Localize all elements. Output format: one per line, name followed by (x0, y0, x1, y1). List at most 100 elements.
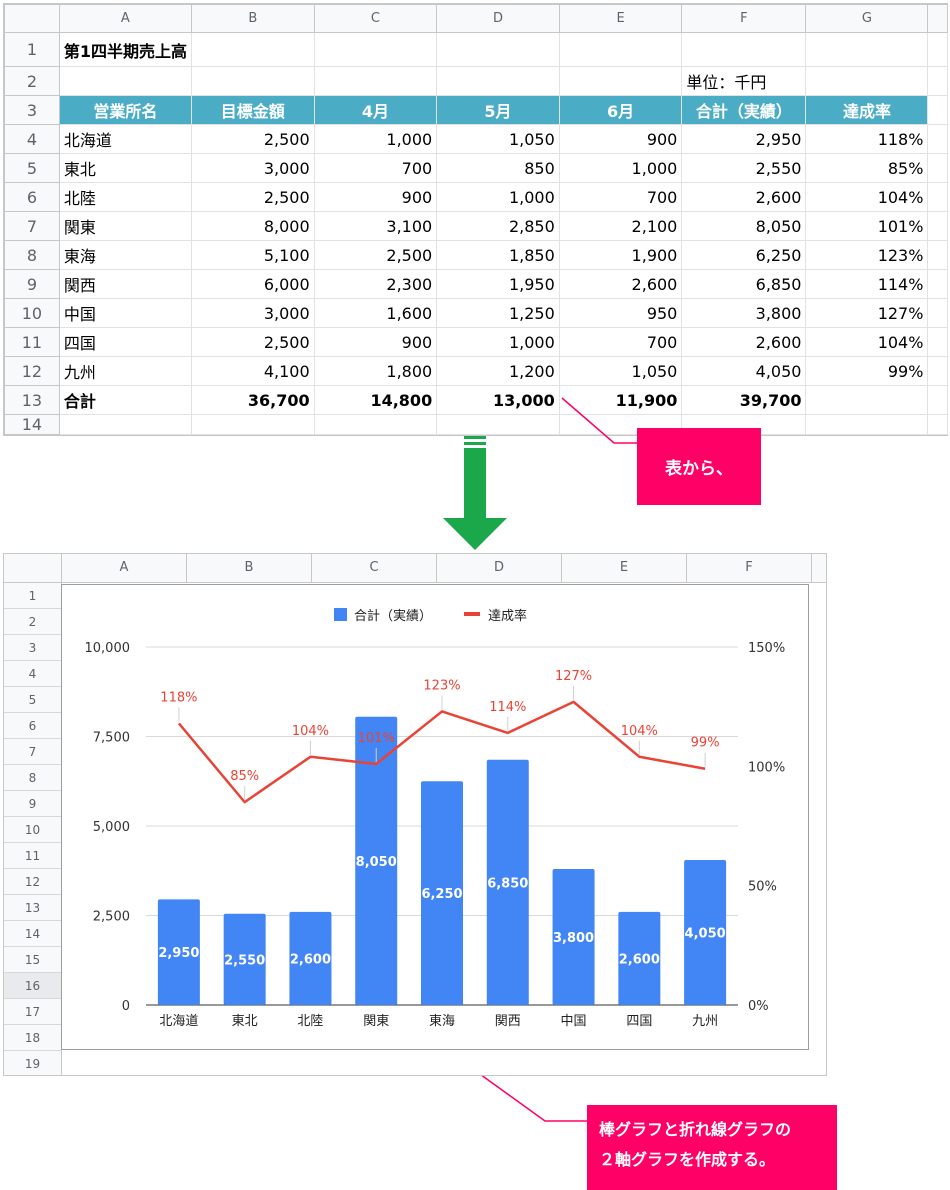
cell-A8[interactable]: 東海 (58, 240, 192, 270)
column-header-E[interactable]: E (558, 4, 683, 33)
cell-B12[interactable]: 4,100 (190, 356, 315, 386)
cell-A7[interactable]: 関東 (58, 211, 192, 241)
cell-G14[interactable] (805, 414, 929, 435)
cell-E3[interactable]: 6月 (558, 95, 683, 125)
cell-G9[interactable]: 114% (805, 269, 929, 299)
cell-extra[interactable] (927, 269, 948, 299)
cell-C9[interactable]: 2,300 (313, 269, 438, 299)
cell-F12[interactable]: 4,050 (681, 356, 807, 386)
cell-F9[interactable]: 6,850 (681, 269, 807, 299)
row-header-1[interactable]: 1 (4, 32, 60, 67)
cell-E12[interactable]: 1,050 (558, 356, 683, 386)
cell-C8[interactable]: 2,500 (313, 240, 438, 270)
cell-A10[interactable]: 中国 (58, 298, 192, 328)
row-header-2[interactable]: 2 (4, 609, 62, 635)
row-header-3[interactable]: 3 (4, 635, 62, 661)
cell-D7[interactable]: 2,850 (436, 211, 560, 241)
column-header-A[interactable]: A (58, 4, 192, 33)
cell-E13[interactable]: 11,900 (558, 385, 683, 415)
cell-D11[interactable]: 1,000 (436, 327, 560, 357)
column-header-D[interactable]: D (436, 4, 560, 33)
cell-C1[interactable] (313, 32, 438, 67)
cell-B8[interactable]: 5,100 (190, 240, 315, 270)
cell-C4[interactable]: 1,000 (313, 124, 438, 154)
row-header-8[interactable]: 8 (4, 240, 60, 270)
cell-F8[interactable]: 6,250 (681, 240, 807, 270)
cell-extra[interactable] (927, 182, 948, 212)
cell-B14[interactable] (190, 414, 315, 435)
cell-A11[interactable]: 四国 (58, 327, 192, 357)
cell-F10[interactable]: 3,800 (681, 298, 807, 328)
row-header-9[interactable]: 9 (4, 791, 62, 817)
cell-B10[interactable]: 3,000 (190, 298, 315, 328)
cell-A5[interactable]: 東北 (58, 153, 192, 183)
cell-A9[interactable]: 関西 (58, 269, 192, 299)
row-header-1[interactable]: 1 (4, 583, 62, 609)
cell-A2[interactable] (58, 66, 192, 96)
cell-A13[interactable]: 合計 (58, 385, 192, 415)
row-header-16[interactable]: 16 (4, 973, 62, 999)
cell-G13[interactable] (805, 385, 929, 415)
row-header-12[interactable]: 12 (4, 356, 60, 386)
row-header-15[interactable]: 15 (4, 947, 62, 973)
cell-A6[interactable]: 北陸 (58, 182, 192, 212)
row-header-3[interactable]: 3 (4, 95, 60, 125)
cell-C5[interactable]: 700 (313, 153, 438, 183)
cell-B11[interactable]: 2,500 (190, 327, 315, 357)
cell-E2[interactable] (558, 66, 683, 96)
cell-G3[interactable]: 達成率 (805, 95, 929, 125)
column-header-extra[interactable] (927, 4, 948, 33)
row-header-5[interactable]: 5 (4, 153, 60, 183)
cell-D12[interactable]: 1,200 (436, 356, 560, 386)
cell-G7[interactable]: 101% (805, 211, 929, 241)
cell-E11[interactable]: 700 (558, 327, 683, 357)
cell-E7[interactable]: 2,100 (558, 211, 683, 241)
column-header-C[interactable]: C (313, 4, 438, 33)
cell-extra[interactable] (927, 240, 948, 270)
cell-extra[interactable] (927, 95, 948, 125)
row-header-13[interactable]: 13 (4, 385, 60, 415)
cell-E6[interactable]: 700 (558, 182, 683, 212)
cell-B6[interactable]: 2,500 (190, 182, 315, 212)
cell-extra[interactable] (927, 211, 948, 241)
cell-C12[interactable]: 1,800 (313, 356, 438, 386)
cell-E10[interactable]: 950 (558, 298, 683, 328)
cell-A1[interactable]: 第1四半期売上高 (58, 32, 192, 67)
cell-B7[interactable]: 8,000 (190, 211, 315, 241)
row-header-11[interactable]: 11 (4, 327, 60, 357)
cell-G8[interactable]: 123% (805, 240, 929, 270)
cell-F11[interactable]: 2,600 (681, 327, 807, 357)
row-header-4[interactable]: 4 (4, 124, 60, 154)
cell-D4[interactable]: 1,050 (436, 124, 560, 154)
cell-F4[interactable]: 2,950 (681, 124, 807, 154)
cell-D2[interactable] (436, 66, 560, 96)
column-header-F[interactable]: F (681, 4, 807, 33)
column-header-F[interactable]: F (687, 554, 812, 582)
cell-G11[interactable]: 104% (805, 327, 929, 357)
cell-F1[interactable] (681, 32, 807, 67)
row-header-11[interactable]: 11 (4, 843, 62, 869)
combo-chart[interactable]: 0 2,500 5,000 7,500 10,000 0% 50% 100% 150% 2,950… (61, 584, 809, 1050)
select-all-corner[interactable] (4, 4, 60, 33)
select-all-corner[interactable] (4, 554, 62, 582)
column-header-D[interactable]: D (437, 554, 562, 582)
cell-B9[interactable]: 6,000 (190, 269, 315, 299)
cell-extra[interactable] (927, 66, 948, 96)
cell-D14[interactable] (436, 414, 560, 435)
row-header-13[interactable]: 13 (4, 895, 62, 921)
cell-B13[interactable]: 36,700 (190, 385, 315, 415)
row-header-18[interactable]: 18 (4, 1025, 62, 1051)
cell-D3[interactable]: 5月 (436, 95, 560, 125)
cell-extra[interactable] (927, 385, 948, 415)
cell-extra[interactable] (927, 327, 948, 357)
cell-C11[interactable]: 900 (313, 327, 438, 357)
cell-G12[interactable]: 99% (805, 356, 929, 386)
cell-F5[interactable]: 2,550 (681, 153, 807, 183)
row-header-4[interactable]: 4 (4, 661, 62, 687)
cell-D9[interactable]: 1,950 (436, 269, 560, 299)
cell-F13[interactable]: 39,700 (681, 385, 807, 415)
column-header-B[interactable]: B (187, 554, 312, 582)
cell-G1[interactable] (805, 32, 929, 67)
cell-D8[interactable]: 1,850 (436, 240, 560, 270)
cell-E1[interactable] (558, 32, 683, 67)
